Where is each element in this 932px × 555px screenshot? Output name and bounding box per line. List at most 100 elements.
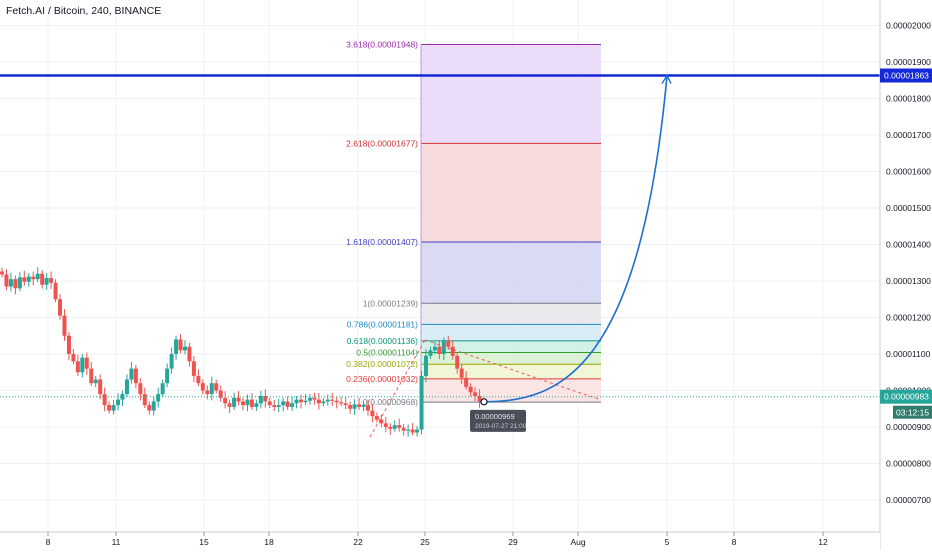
candle xyxy=(267,401,272,406)
candle xyxy=(160,383,165,395)
candle xyxy=(227,403,232,407)
candle xyxy=(263,395,268,402)
countdown-label: 03:12:15 xyxy=(896,408,929,418)
projection-arrow-icon xyxy=(661,74,672,84)
candle xyxy=(165,368,170,384)
candle xyxy=(441,341,446,354)
candle xyxy=(62,315,67,336)
candle xyxy=(361,405,366,407)
time-tick: 29 xyxy=(508,537,518,547)
candle xyxy=(459,368,464,378)
trend-line-up xyxy=(369,339,426,438)
candle xyxy=(303,400,308,403)
candle xyxy=(325,399,330,402)
fib-label-3.618: 3.618(0.00001948) xyxy=(346,39,418,49)
candle xyxy=(370,410,375,417)
candle xyxy=(348,405,353,409)
fib-band-1 xyxy=(421,303,601,325)
candle xyxy=(26,276,31,282)
fib-band-2.618 xyxy=(421,143,601,242)
price-tick: 0.00001600 xyxy=(886,167,931,177)
candle xyxy=(182,346,187,351)
candle xyxy=(22,277,27,282)
candle xyxy=(147,405,152,411)
fib-band-3.618 xyxy=(421,44,601,144)
price-tick: 0.00001100 xyxy=(886,349,931,359)
tooltip-date: 2019-07-27 21:00 xyxy=(475,423,527,430)
candle xyxy=(249,399,254,407)
candle xyxy=(93,379,98,384)
candle xyxy=(8,279,13,287)
time-tick: 8 xyxy=(46,537,51,547)
candle xyxy=(330,399,335,401)
candle xyxy=(80,357,85,373)
price-tick: 0.00001800 xyxy=(886,94,931,104)
trend-line-down xyxy=(424,339,602,401)
candle xyxy=(365,405,370,411)
drawings[interactable]: 0.00000969 2019-07-27 21:00 xyxy=(0,74,880,438)
candle xyxy=(307,397,312,401)
time-tick: 8 xyxy=(732,537,737,547)
price-tick: 0.00000800 xyxy=(886,459,931,469)
fib-band-0.618 xyxy=(421,340,601,353)
candle xyxy=(312,397,317,400)
candle xyxy=(410,429,415,433)
candle xyxy=(124,379,129,395)
candle xyxy=(245,399,250,406)
candle xyxy=(321,401,326,404)
candle xyxy=(419,375,424,430)
candle xyxy=(66,335,71,354)
fib-label-0.382: 0.382(0.00001072) xyxy=(346,359,418,369)
candle xyxy=(258,395,263,404)
candle xyxy=(58,299,63,316)
tooltip-price: 0.00000969 xyxy=(475,412,515,421)
candle xyxy=(151,401,156,411)
candle xyxy=(138,383,143,395)
price-tick: 0.00000700 xyxy=(886,495,931,505)
time-tick: 18 xyxy=(264,537,274,547)
candle xyxy=(4,274,9,287)
candle xyxy=(191,361,196,376)
candle xyxy=(446,341,451,347)
candle xyxy=(473,392,478,396)
price-tick: 0.00001900 xyxy=(886,57,931,67)
candle xyxy=(285,401,290,407)
candle xyxy=(102,394,107,406)
candle xyxy=(196,375,201,384)
grid xyxy=(0,0,880,532)
candle xyxy=(415,429,420,433)
tooltip: 0.00000969 2019-07-27 21:00 xyxy=(470,409,527,432)
fib-band-1.618 xyxy=(421,241,601,304)
candle xyxy=(71,354,76,362)
candle xyxy=(388,427,393,429)
candle xyxy=(272,405,277,407)
price-tick: 0.00001300 xyxy=(886,276,931,286)
tooltip-box xyxy=(470,409,526,432)
candle xyxy=(477,395,482,402)
candle xyxy=(111,405,116,411)
time-tick: 25 xyxy=(420,537,430,547)
candle xyxy=(276,405,281,407)
candle xyxy=(343,403,348,406)
candle xyxy=(379,419,384,424)
candle xyxy=(339,402,344,404)
fib-label-0.618: 0.618(0.00001136) xyxy=(347,336,418,346)
time-tick: 15 xyxy=(199,537,209,547)
time-tick: 12 xyxy=(818,537,828,547)
price-tick: 0.00002000 xyxy=(886,21,931,31)
price-tick: 0.00001400 xyxy=(886,240,931,250)
time-tick: 22 xyxy=(353,537,363,547)
candle xyxy=(116,399,121,406)
candle xyxy=(84,357,89,369)
time-tick: 11 xyxy=(112,537,121,547)
fibonacci-extension[interactable]: 3.618(0.00001948) 2.618(0.00001677) 1.618(… xyxy=(346,39,601,407)
candle xyxy=(423,355,428,376)
fib-band-0.5 xyxy=(421,352,601,365)
candle xyxy=(40,273,45,285)
candle xyxy=(374,416,379,420)
candle xyxy=(169,354,174,369)
anchor-point-icon xyxy=(480,398,488,406)
candle xyxy=(397,425,402,428)
